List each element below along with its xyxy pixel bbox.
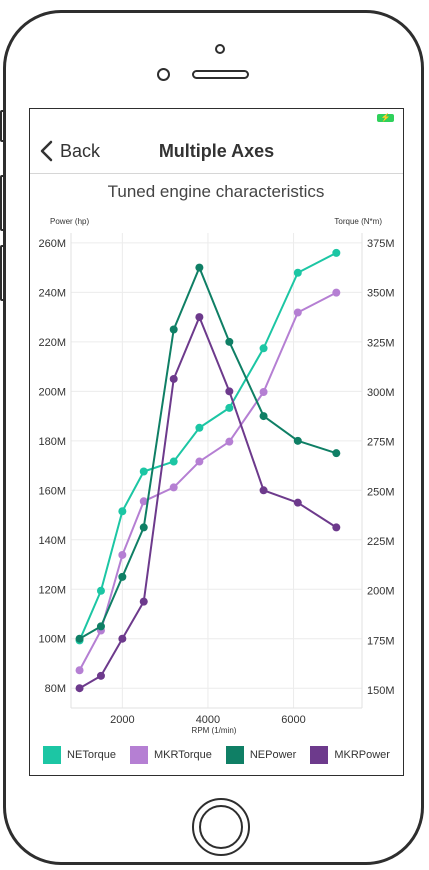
data-point-mkrpower — [75, 684, 84, 693]
data-point-netorque — [293, 268, 302, 277]
data-point-nepower — [195, 263, 204, 272]
data-point-mkrtorque — [259, 387, 268, 396]
data-point-netorque — [195, 423, 204, 432]
legend-item-mkrtorque: MKRTorque — [129, 746, 212, 764]
left-tick-label: 260M — [38, 238, 66, 250]
data-point-netorque — [225, 403, 234, 412]
data-point-mkrpower — [96, 671, 105, 680]
app-screen: ⚡ Back Multiple Axes Tuned engine charac… — [29, 108, 404, 776]
legend-swatch — [129, 746, 148, 764]
right-axis-label: Torque (N*m) — [334, 217, 382, 226]
data-point-netorque — [96, 586, 105, 595]
series-line-mkrtorque — [78, 291, 337, 671]
chart-title: Tuned engine characteristics — [108, 182, 325, 201]
data-point-netorque — [332, 248, 341, 257]
data-point-mkrpower — [195, 313, 204, 322]
right-tick-label: 225M — [367, 536, 395, 548]
data-point-mkrpower — [293, 498, 302, 507]
x-tick-label: 6000 — [281, 714, 305, 726]
left-tick-label: 160M — [38, 485, 66, 497]
legend-label: MKRTorque — [153, 749, 212, 761]
earpiece-speaker — [192, 70, 249, 79]
data-point-nepower — [75, 634, 84, 643]
data-point-mkrpower — [139, 597, 148, 606]
data-point-nepower — [259, 412, 268, 421]
left-tick-label: 120M — [38, 584, 66, 596]
legend-swatch — [43, 746, 62, 764]
back-label: Back — [60, 140, 101, 161]
legend-label: MKRPower — [334, 749, 390, 761]
left-tick-label: 180M — [38, 436, 66, 448]
data-point-nepower — [118, 572, 127, 581]
legend-swatch — [310, 746, 329, 764]
navigation-bar: Back Multiple Axes — [30, 129, 403, 174]
left-tick-label: 200M — [38, 386, 66, 398]
x-tick-label: 4000 — [196, 714, 220, 726]
right-tick-label: 150M — [367, 685, 395, 697]
data-point-nepower — [225, 337, 234, 346]
data-point-netorque — [139, 467, 148, 476]
data-point-netorque — [169, 457, 178, 466]
right-tick-label: 275M — [367, 437, 395, 449]
data-point-mkrpower — [332, 523, 341, 532]
data-point-mkrtorque — [195, 457, 204, 466]
data-point-mkrtorque — [139, 497, 148, 506]
data-point-mkrtorque — [293, 308, 302, 317]
proximity-sensor — [157, 68, 170, 81]
left-tick-label: 240M — [38, 287, 66, 299]
series-line-netorque — [78, 251, 337, 641]
left-tick-label: 220M — [38, 337, 66, 349]
front-camera — [215, 44, 225, 54]
legend-item-netorque: NETorque — [43, 746, 116, 764]
right-tick-label: 175M — [367, 635, 395, 647]
right-tick-label: 350M — [367, 288, 395, 300]
data-point-nepower — [169, 325, 178, 334]
series-line-nepower — [79, 266, 337, 640]
left-tick-label: 100M — [38, 634, 66, 646]
left-axis-label: Power (hp) — [50, 217, 89, 226]
data-point-mkrpower — [259, 486, 268, 495]
legend-item-nepower: NEPower — [225, 746, 297, 764]
volume-down-button[interactable] — [0, 245, 5, 301]
home-button[interactable] — [192, 798, 250, 856]
x-axis-label: RPM (1/min) — [192, 726, 237, 735]
right-tick-label: 300M — [367, 387, 395, 399]
data-point-mkrtorque — [332, 288, 341, 297]
chevron-left-icon — [40, 140, 53, 162]
legend-label: NEPower — [249, 749, 297, 761]
engine-chart: Tuned engine characteristics Power (hp) … — [38, 182, 395, 735]
back-button[interactable]: Back — [38, 139, 100, 163]
legend-label: NETorque — [67, 749, 116, 761]
data-point-mkrpower — [225, 387, 234, 396]
left-tick-label: 140M — [38, 535, 66, 547]
data-point-mkrpower — [118, 634, 127, 643]
data-point-mkrpower — [169, 374, 178, 383]
data-point-nepower — [139, 523, 148, 532]
series-line-mkrpower — [79, 316, 337, 690]
page-title: Multiple Axes — [158, 141, 275, 161]
data-point-nepower — [96, 622, 105, 631]
home-button-ring — [199, 805, 243, 849]
battery-charging-icon: ⚡ — [377, 114, 394, 122]
data-point-nepower — [293, 436, 302, 445]
data-point-mkrtorque — [225, 437, 234, 446]
data-point-mkrtorque — [169, 483, 178, 492]
right-tick-label: 250M — [367, 486, 395, 498]
left-tick-label: 80M — [45, 683, 66, 695]
legend-swatch — [225, 746, 244, 764]
data-point-nepower — [332, 449, 341, 458]
data-point-mkrtorque — [75, 666, 84, 675]
data-point-netorque — [259, 344, 268, 353]
x-tick-label: 2000 — [110, 714, 134, 726]
right-tick-label: 200M — [367, 586, 395, 598]
mute-switch[interactable] — [0, 110, 5, 142]
right-tick-label: 375M — [367, 238, 395, 250]
status-bar: ⚡ — [30, 109, 403, 129]
data-point-netorque — [118, 507, 127, 516]
chart-legend: NETorque MKRTorque NEPower MKRPower — [30, 738, 403, 772]
legend-item-mkrpower: MKRPower — [310, 746, 390, 764]
right-tick-label: 325M — [367, 337, 395, 349]
data-point-mkrtorque — [118, 550, 127, 559]
volume-up-button[interactable] — [0, 175, 5, 231]
